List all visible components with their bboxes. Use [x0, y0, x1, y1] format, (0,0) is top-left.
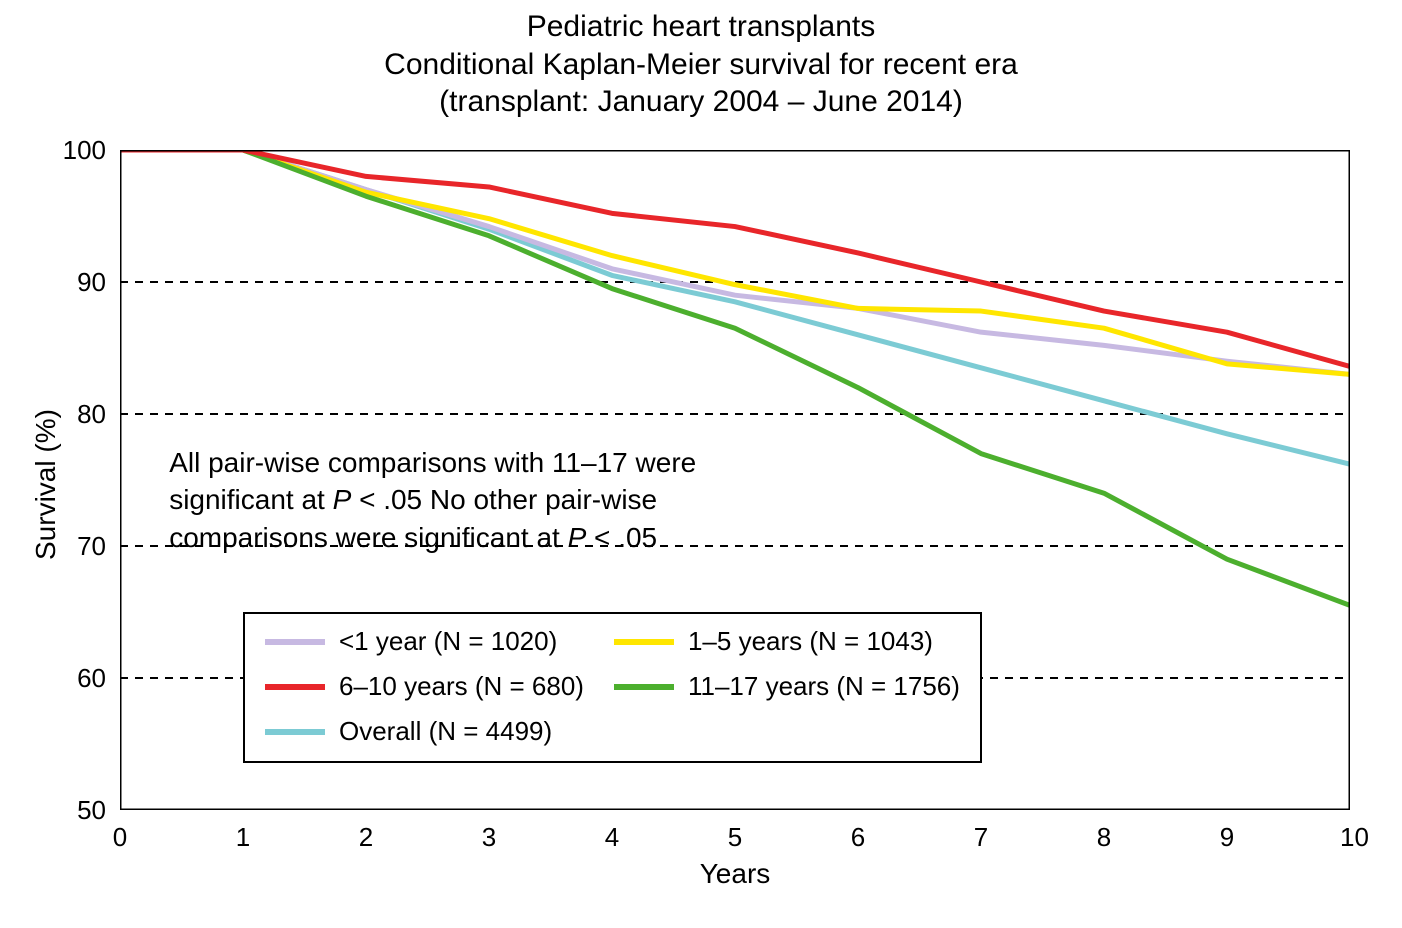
series-y1_5 — [120, 150, 1350, 374]
x-tick-label: 6 — [848, 822, 868, 853]
chart-title: Pediatric heart transplants Conditional … — [0, 8, 1402, 121]
x-tick-label: 2 — [356, 822, 376, 853]
x-tick-label: 9 — [1217, 822, 1237, 853]
x-tick-label: 3 — [479, 822, 499, 853]
x-tick-label: 7 — [971, 822, 991, 853]
x-tick-label: 5 — [725, 822, 745, 853]
x-tick-label: 10 — [1340, 822, 1360, 853]
legend: <1 year (N = 1020) 1–5 years (N = 1043) 6–… — [243, 612, 982, 763]
y-tick-label: 80 — [77, 399, 106, 430]
legend-item-y11_17: 11–17 years (N = 1756) — [614, 671, 960, 702]
legend-item-lt1: <1 year (N = 1020) — [265, 626, 584, 657]
y-tick-label: 90 — [77, 267, 106, 298]
series-lt1 — [120, 150, 1350, 374]
legend-label: <1 year (N = 1020) — [339, 626, 557, 657]
y-tick-label: 50 — [77, 795, 106, 826]
y-tick-label: 100 — [63, 135, 106, 166]
legend-swatch — [265, 639, 325, 645]
legend-item-y1_5: 1–5 years (N = 1043) — [614, 626, 960, 657]
legend-swatch — [614, 684, 674, 690]
series-overall — [120, 150, 1350, 464]
legend-swatch — [265, 684, 325, 690]
x-tick-label: 0 — [110, 822, 130, 853]
legend-label: Overall (N = 4499) — [339, 716, 552, 747]
y-axis-label: Survival (%) — [30, 409, 62, 560]
legend-swatch — [265, 729, 325, 735]
legend-label: 11–17 years (N = 1756) — [688, 671, 960, 702]
x-axis-label: Years — [120, 858, 1350, 890]
legend-swatch — [614, 639, 674, 645]
significance-annotation: All pair-wise comparisons with 11–17 wer… — [169, 444, 696, 557]
legend-item-y6_10: 6–10 years (N = 680) — [265, 671, 584, 702]
legend-label: 1–5 years (N = 1043) — [688, 626, 933, 657]
series-y6_10 — [120, 150, 1350, 366]
title-line-3: (transplant: January 2004 – June 2014) — [439, 85, 963, 118]
y-tick-label: 60 — [77, 663, 106, 694]
chart-container: Pediatric heart transplants Conditional … — [0, 0, 1402, 928]
y-tick-label: 70 — [77, 531, 106, 562]
legend-item-overall: Overall (N = 4499) — [265, 716, 584, 747]
title-line-1: Pediatric heart transplants — [527, 10, 876, 43]
title-line-2: Conditional Kaplan-Meier survival for re… — [384, 48, 1018, 81]
legend-label: 6–10 years (N = 680) — [339, 671, 584, 702]
x-tick-label: 4 — [602, 822, 622, 853]
x-tick-label: 1 — [233, 822, 253, 853]
x-tick-label: 8 — [1094, 822, 1114, 853]
